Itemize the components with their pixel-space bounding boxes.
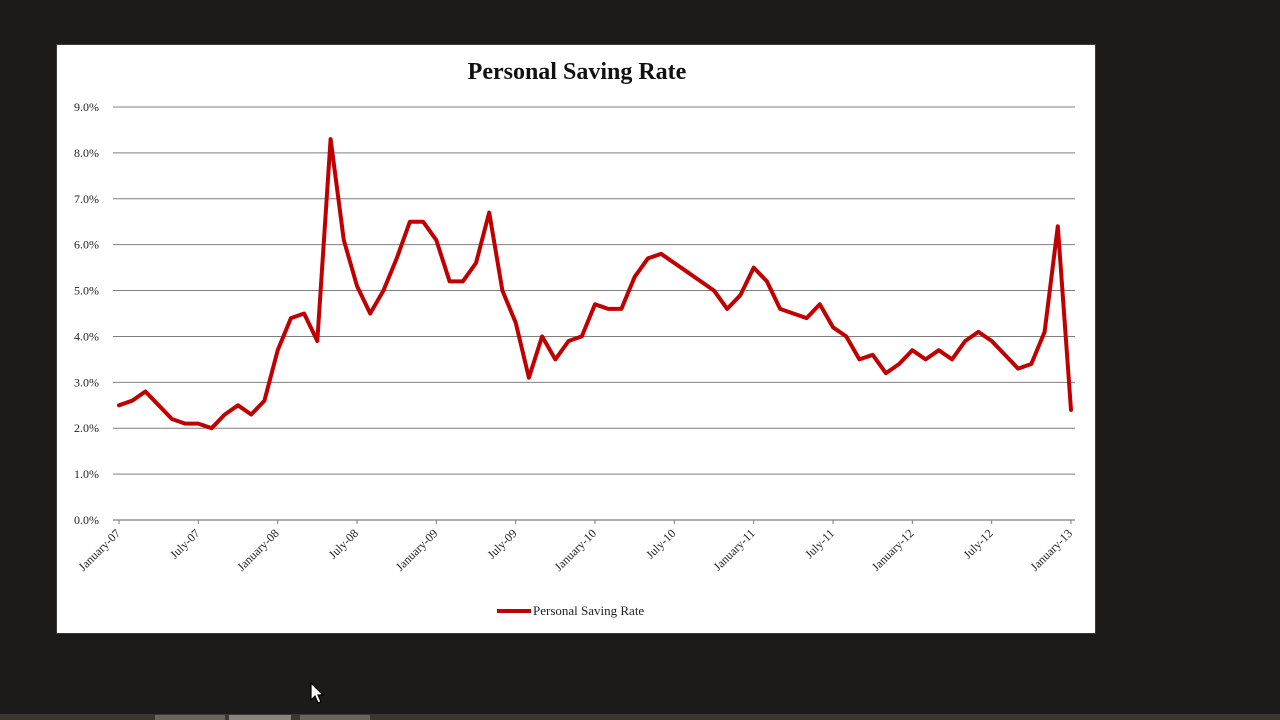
x-tick-label: January-10	[552, 526, 600, 574]
y-tick-label: 6.0%	[74, 238, 99, 252]
y-tick-label: 4.0%	[74, 329, 99, 343]
x-tick-label: January-08	[234, 526, 282, 574]
legend-label: Personal Saving Rate	[533, 603, 645, 618]
y-tick-label: 7.0%	[74, 192, 99, 206]
chart-panel: 0.0% 1.0% 2.0% 3.0% 4.0% 5.0% 6.0% 7.0% 8.0% 9.0%…	[56, 44, 1096, 634]
y-tick-label: 8.0%	[74, 146, 99, 160]
y-tick-label: 3.0%	[74, 375, 99, 389]
x-tick-label: January-07	[76, 526, 124, 574]
taskbar	[0, 714, 1280, 720]
legend: Personal Saving Rate	[497, 603, 644, 619]
x-tick-label: July-08	[326, 526, 361, 561]
y-tick-label: 0.0%	[74, 513, 99, 527]
y-tick-label: 9.0%	[74, 100, 99, 114]
x-tick-label: January-09	[393, 526, 441, 574]
y-tick-label: 2.0%	[74, 421, 99, 435]
x-tick-label: July-07	[167, 526, 202, 561]
chart-title: Personal Saving Rate	[467, 59, 687, 85]
x-tick-label: July-09	[484, 526, 519, 561]
series-line	[117, 137, 1073, 431]
x-tick-label: July-11	[802, 526, 837, 561]
chart-plot: 0.0% 1.0% 2.0% 3.0% 4.0% 5.0% 6.0% 7.0% 8.0% 9.0%…	[74, 100, 1076, 574]
x-tick-label: July-12	[960, 526, 995, 561]
y-tick-label: 5.0%	[74, 284, 99, 298]
x-tick-label: January-12	[869, 526, 917, 574]
mouse-cursor-icon	[310, 682, 325, 704]
x-tick-label: July-10	[643, 526, 678, 561]
x-tick-label: January-11	[711, 526, 758, 573]
x-tick-label: January-13	[1028, 526, 1076, 574]
legend-swatch	[497, 609, 531, 613]
taskbar-tab[interactable]	[155, 715, 225, 720]
taskbar-tab[interactable]	[300, 715, 370, 720]
y-tick-label: 1.0%	[74, 467, 99, 481]
taskbar-tab[interactable]	[229, 715, 291, 720]
